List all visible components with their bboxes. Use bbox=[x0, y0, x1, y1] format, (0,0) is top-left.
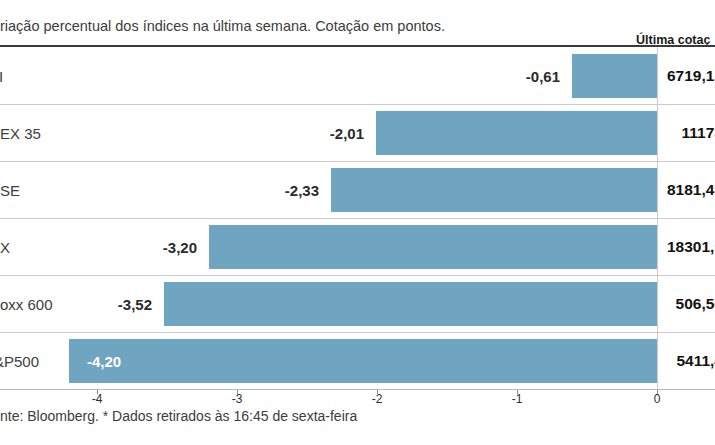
bar-value-label: -2,33 bbox=[0, 182, 319, 199]
row-separator bbox=[0, 218, 715, 219]
x-axis bbox=[0, 389, 715, 390]
row-separator bbox=[0, 275, 715, 276]
last-quote-value: 6719,18 bbox=[560, 67, 715, 85]
x-tick-label: -2 bbox=[357, 392, 397, 406]
bar-value-label: -0,61 bbox=[0, 68, 560, 85]
last-quote-value: 18301,9 bbox=[560, 238, 715, 256]
x-tick-label: 0 bbox=[637, 392, 677, 406]
chart-subtitle: riação percentual dos índices na última … bbox=[0, 18, 445, 34]
row-separator bbox=[0, 332, 715, 333]
last-quote-value: 506,56 bbox=[560, 295, 715, 313]
last-quote-value: 8181,47 bbox=[560, 181, 715, 199]
last-quote-value: 11173 bbox=[560, 124, 715, 142]
index-weekly-variation-chart: { "header": { "subtitle": "riação percen… bbox=[0, 0, 715, 445]
x-tick-label: -4 bbox=[77, 392, 117, 406]
x-tick-label: -3 bbox=[217, 392, 257, 406]
bar-value-label: -3,52 bbox=[0, 296, 152, 313]
bar-value-label-inside: -4,20 bbox=[87, 353, 121, 370]
row-separator bbox=[0, 161, 715, 162]
x-tick-label: -1 bbox=[497, 392, 537, 406]
last-quote-value: 5411,4 bbox=[560, 352, 715, 370]
header-rule bbox=[0, 45, 715, 47]
category-label: &P500 bbox=[0, 353, 39, 370]
source-note: nte: Bloomberg. * Dados retirados às 16:… bbox=[0, 408, 357, 424]
bar-value-label: -3,20 bbox=[0, 239, 197, 256]
bar-value-label: -2,01 bbox=[0, 125, 364, 142]
row-separator bbox=[0, 104, 715, 105]
